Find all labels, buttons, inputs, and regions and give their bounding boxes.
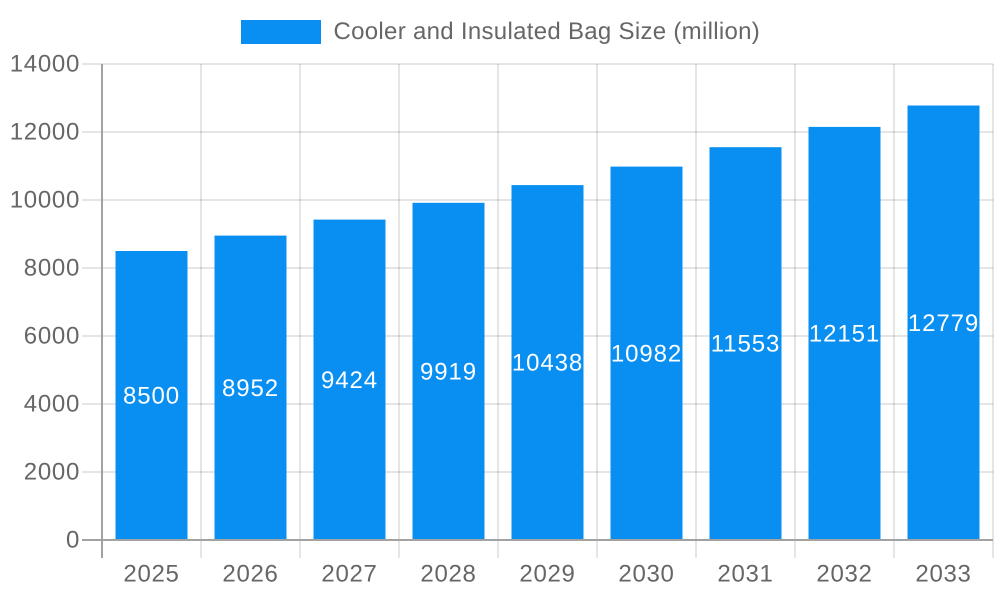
svg-text:2028: 2028	[420, 561, 476, 588]
svg-text:8000: 8000	[24, 255, 80, 282]
svg-text:12000: 12000	[10, 119, 80, 146]
svg-text:2025: 2025	[123, 561, 179, 588]
svg-text:8500: 8500	[123, 383, 180, 410]
svg-text:2029: 2029	[519, 561, 575, 588]
svg-text:10000: 10000	[10, 187, 80, 214]
svg-text:2032: 2032	[816, 561, 872, 588]
svg-text:Cooler and Insulated Bag Size: Cooler and Insulated Bag Size (million)	[334, 18, 761, 45]
svg-text:10982: 10982	[611, 340, 682, 367]
svg-text:10438: 10438	[512, 350, 583, 377]
svg-text:11553: 11553	[711, 331, 780, 358]
svg-text:2027: 2027	[321, 561, 377, 588]
svg-text:4000: 4000	[24, 391, 80, 418]
svg-text:2033: 2033	[915, 561, 971, 588]
svg-text:8952: 8952	[222, 375, 279, 402]
svg-text:9424: 9424	[321, 367, 378, 394]
svg-text:2031: 2031	[717, 561, 773, 588]
svg-text:2026: 2026	[222, 561, 278, 588]
svg-text:2000: 2000	[24, 459, 80, 486]
svg-text:12151: 12151	[809, 320, 880, 347]
svg-text:6000: 6000	[24, 323, 80, 350]
svg-text:0: 0	[66, 527, 80, 554]
svg-text:9919: 9919	[420, 358, 477, 385]
svg-text:14000: 14000	[10, 51, 80, 78]
svg-text:12779: 12779	[908, 310, 979, 337]
svg-text:2030: 2030	[618, 561, 674, 588]
